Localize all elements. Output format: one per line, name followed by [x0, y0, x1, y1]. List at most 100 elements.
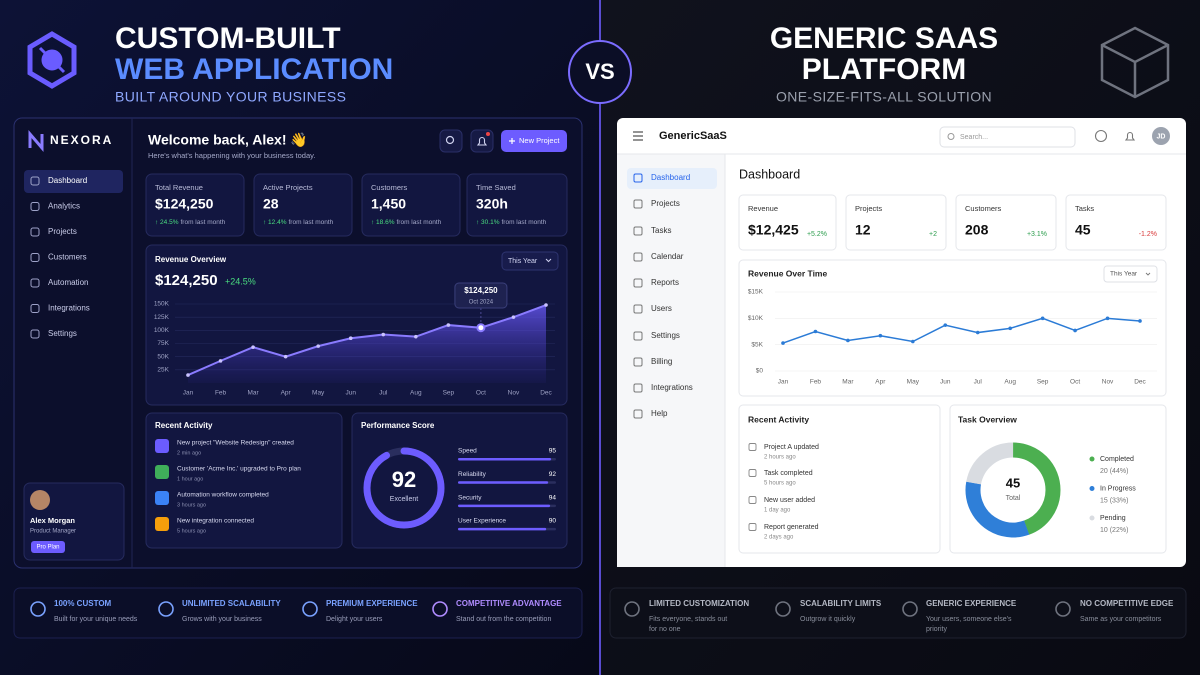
data-point [283, 354, 288, 359]
activity-time: 5 hours ago [177, 528, 206, 534]
feature-icon [775, 601, 791, 617]
x-tick-label: Mar [842, 379, 854, 386]
data-point [446, 323, 451, 327]
plus-icon [509, 138, 515, 144]
nav-item[interactable]: Projects [48, 227, 77, 236]
button-label[interactable]: New Project [519, 136, 560, 145]
feature-icon [624, 601, 640, 617]
search-button[interactable] [439, 129, 463, 153]
data-point [975, 330, 980, 335]
card-title: Recent Activity [748, 414, 809, 424]
dropdown-label[interactable]: This Year [508, 258, 538, 265]
right-subtitle: ONE-SIZE-FITS-ALL SOLUTION [776, 89, 992, 105]
nav-item[interactable]: Settings [48, 329, 77, 338]
nav-item[interactable]: Reports [651, 278, 679, 287]
nav-icon [633, 357, 643, 367]
nav-item[interactable]: Analytics [48, 202, 80, 211]
x-tick-label: Aug [410, 390, 422, 397]
chart-total: $124,250 [155, 272, 218, 289]
search-icon [947, 133, 955, 140]
feature-icon [432, 601, 448, 617]
activity-time: 2 days ago [764, 535, 794, 541]
nav-item[interactable]: Projects [651, 199, 680, 208]
nav-item[interactable]: Tasks [651, 226, 671, 235]
kpi-change: ↑ 18.6% from last month [371, 219, 442, 226]
nav-icon [633, 331, 643, 341]
kpi-change: ↑ 30.1% from last month [476, 219, 547, 226]
data-point [878, 333, 883, 338]
nav-item[interactable]: Dashboard [651, 173, 690, 182]
x-tick-label: May [907, 379, 920, 386]
kpi-label: Customers [371, 183, 408, 192]
dropdown-label[interactable]: This Year [1110, 271, 1138, 278]
score-value: 92 [392, 467, 416, 492]
kpi-label: Total Revenue [155, 183, 203, 192]
activity-icon [155, 517, 169, 531]
kpi-change-value: ↑ 30.1% [476, 219, 500, 226]
nav-icon [633, 409, 643, 419]
data-point [781, 341, 785, 345]
plan-label: Pro Plan [36, 545, 59, 551]
search-icon [445, 135, 455, 145]
nav-item[interactable]: Customers [48, 253, 87, 262]
card-title: Revenue Overview [155, 255, 227, 264]
nav-item[interactable]: Users [651, 304, 672, 313]
kpi-label: Active Projects [263, 183, 313, 192]
activity-text: Task completed [764, 470, 813, 477]
avatar-initials: JD [1157, 133, 1166, 140]
brand: GenericSaaS [659, 130, 727, 142]
feature-desc: priority [926, 626, 948, 633]
nav-item[interactable]: Help [651, 409, 668, 418]
nav-item[interactable]: Integrations [48, 304, 90, 313]
activity-text: Customer 'Acme Inc.' upgraded to Pro pla… [177, 466, 301, 473]
period-dropdown[interactable] [501, 251, 559, 271]
search-placeholder[interactable]: Search... [960, 134, 988, 141]
nav-item[interactable]: Dashboard [48, 176, 87, 185]
search-box[interactable] [939, 126, 1076, 148]
menu-icon[interactable] [633, 131, 643, 141]
data-point [1008, 326, 1012, 331]
data-point [1073, 328, 1077, 333]
kpi-card [845, 194, 947, 251]
left-title: CUSTOM-BUILT [115, 22, 341, 55]
nav-item[interactable]: Billing [651, 357, 672, 366]
revenue-line [782, 317, 1141, 344]
x-tick-label: Dec [540, 390, 552, 397]
period-dropdown[interactable] [1103, 265, 1158, 283]
help-icon[interactable] [1094, 129, 1108, 143]
tooltip-value: $124,250 [464, 286, 498, 295]
new-project-button[interactable] [501, 130, 567, 152]
nav-item[interactable]: Automation [48, 278, 88, 287]
nav-icon [30, 329, 40, 339]
legend-value: 10 (22%) [1100, 527, 1128, 534]
x-tick-label: Jan [183, 390, 194, 397]
activity-time: 1 hour ago [177, 476, 203, 482]
x-tick-label: May [312, 390, 325, 397]
revenue-area [188, 305, 546, 383]
data-point [943, 323, 948, 327]
feature-title: PREMIUM EXPERIENCE [326, 599, 418, 608]
activity-text: New user added [764, 497, 815, 504]
y-tick-label: $10K [748, 315, 764, 322]
kpi-change: +3.1% [1027, 231, 1047, 238]
data-point [381, 332, 386, 337]
chevron [1145, 272, 1151, 276]
activity-icon [748, 443, 757, 451]
kpi-change: -1.2% [1139, 231, 1157, 238]
nav-item[interactable]: Integrations [651, 383, 693, 392]
nav-icon [633, 383, 643, 393]
welcome-title: Welcome back, Alex! 👋 [148, 132, 308, 149]
nav-item[interactable]: Calendar [651, 252, 684, 261]
bell-icon[interactable] [1124, 131, 1136, 141]
y-tick-label: 125K [154, 314, 170, 321]
y-tick-label: $15K [748, 289, 764, 296]
avatar[interactable] [1152, 127, 1170, 145]
x-tick-label: Oct [476, 390, 486, 397]
nav-icon [30, 176, 40, 186]
feature-title: 100% CUSTOM [54, 599, 112, 608]
y-tick-label: $0 [756, 368, 764, 375]
nav-item[interactable]: Settings [651, 331, 680, 340]
x-tick-label: Jun [345, 390, 356, 397]
cube-icon [1100, 26, 1170, 99]
